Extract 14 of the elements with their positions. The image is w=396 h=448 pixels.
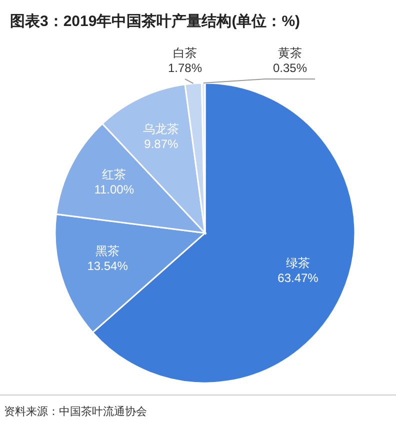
slice-label: 绿茶 [286,256,310,270]
data-label: 1.78% [168,61,202,75]
data-label: 13.54% [87,259,128,274]
slice-label: 乌龙茶 [143,122,180,136]
text: 资料来源：中国茶叶流通协会 [4,405,147,418]
title: 图表3：2019年中国茶叶产量结构(单位：%) [10,13,300,30]
data-label: 11.00% [94,182,134,197]
slice-label: 黑茶 [96,244,120,258]
slice-label: 黄茶 [278,46,302,60]
slice-label: 白茶 [173,46,197,60]
data-label: 9.87% [144,136,179,151]
slice-label: 红茶 [102,168,126,182]
data-label: 63.47% [278,270,319,285]
data-label: 0.35% [272,61,308,75]
